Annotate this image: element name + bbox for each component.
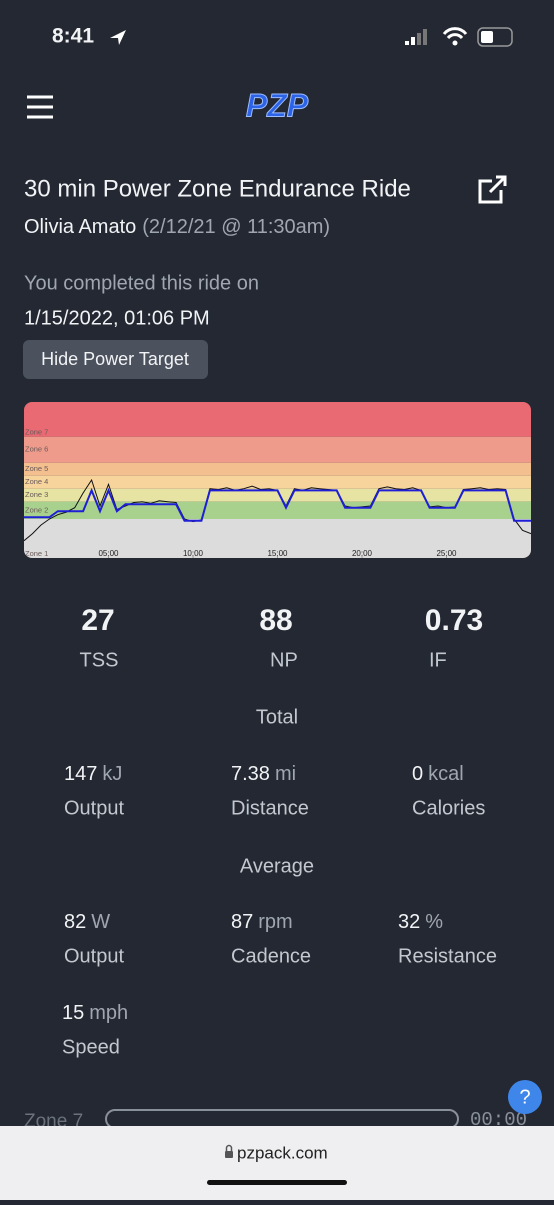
stat-number: 87 [231,911,253,933]
battery [477,27,513,47]
metric-label: TSS [80,649,119,671]
signal-icon [405,29,427,45]
metric-value: 27 [81,604,114,637]
x-tick-label: 10:00 [183,549,204,558]
stat-number: 32 [398,911,420,933]
zone-band [24,475,531,489]
completed-date: 1/15/2022, 01:06 PM [24,307,210,329]
zone-band [24,462,531,476]
stat-unit: kcal [428,763,464,785]
x-tick-label: 15:00 [267,549,288,558]
zone-band [24,488,531,502]
stat-value: 7.38 mi [231,763,296,785]
stat-number: 15 [62,1002,84,1024]
stat-label: Calories [412,797,485,819]
completed-label: You completed this ride on [24,272,259,294]
metric-value: 0.73 [425,604,483,637]
stat-unit: rpm [258,911,292,933]
zone-label: Zone 4 [25,477,48,486]
zone-band [24,519,531,558]
stat-label: Output [64,797,124,819]
toggle-button-label[interactable]: Hide Power Target [41,349,189,369]
zone-label: Zone 5 [25,464,48,473]
zone-bar-time: 00:00 [470,1109,527,1131]
help-button-label[interactable]: ? [519,1086,530,1108]
stat-number: 147 [64,763,97,785]
zone-label: Zone 1 [25,549,48,558]
toggle-button[interactable] [23,340,208,379]
stat-unit: kJ [102,763,122,785]
url[interactable]: pzpack.com [237,1143,328,1162]
stat-unit: mph [89,1002,128,1024]
stat-value: 0 kcal [412,763,464,785]
zone-label: Zone 3 [25,490,48,499]
stat-value: 15 mph [62,1002,128,1024]
browser-bar [0,1126,554,1200]
battery-level [481,31,493,43]
x-tick-label: 20:00 [352,549,373,558]
stat-label: Output [64,945,124,967]
clock: 8:41 [52,25,94,48]
average-heading: Average [240,855,314,877]
stat-number: 82 [64,911,86,933]
help-button[interactable] [508,1080,542,1114]
stat-label: Cadence [231,945,311,967]
stat-label: Distance [231,797,309,819]
stat-unit: mi [275,763,296,785]
lock-icon [225,1151,233,1158]
stat-number: 0 [412,763,423,785]
power-chart: Zone 1 Zone 2 Zone 3 Zone 4 Zone 5 Zone 6 Zone… [24,402,531,558]
location-icon [110,30,126,45]
stat-value: 147 kJ [64,763,122,785]
wifi-dot [452,40,458,46]
ride-subtitle: Olivia Amato (2/12/21 @ 11:30am) [24,216,330,238]
ride-title: 30 min Power Zone Endurance Ride [24,175,411,202]
lock-shackle [225,1144,233,1151]
stat-label: Resistance [398,945,497,967]
instructor: Olivia Amato [24,216,136,238]
x-tick-label: 05:00 [98,549,119,558]
stat-unit: % [425,911,443,933]
total-heading: Total [256,706,298,728]
stat-number: 7.38 [231,763,270,785]
metric-label: NP [270,649,298,671]
stat-label: Speed [62,1036,120,1058]
zone-band [24,402,531,437]
stat-value: 87 rpm [231,911,293,933]
ride-date: (2/12/21 @ 11:30am) [142,216,330,238]
metric-value: 88 [259,604,292,637]
stat-unit: W [91,911,110,933]
zone-label: Zone 6 [25,445,48,454]
zone-label: Zone 2 [25,505,48,514]
logo[interactable]: PZP [245,87,309,124]
zone-band [24,501,531,519]
stats: 27 TSS 88 NP 0.73 IF 147 kJ Output 7.38 mi Distance… [62,604,497,1058]
x-tick-label: 25:00 [436,549,457,558]
stat-value: 32% [398,911,443,933]
series-line [24,487,531,522]
zone-label: Zone 7 [25,428,48,437]
metric-label: IF [429,649,447,671]
zone-band [24,436,531,463]
wifi-icon [442,27,468,40]
home-indicator [207,1180,347,1185]
menu-button[interactable] [27,95,53,119]
stat-value: 82 W [64,911,110,933]
external-link-icon[interactable] [478,175,507,204]
